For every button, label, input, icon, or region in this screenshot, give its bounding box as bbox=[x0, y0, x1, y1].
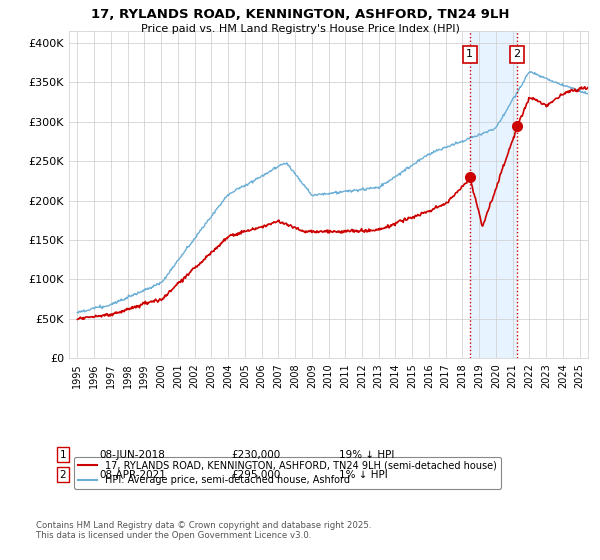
Text: Price paid vs. HM Land Registry's House Price Index (HPI): Price paid vs. HM Land Registry's House … bbox=[140, 24, 460, 34]
Text: 2: 2 bbox=[59, 470, 67, 480]
Text: 08-APR-2021: 08-APR-2021 bbox=[99, 470, 166, 480]
Legend: 17, RYLANDS ROAD, KENNINGTON, ASHFORD, TN24 9LH (semi-detached house), HPI: Aver: 17, RYLANDS ROAD, KENNINGTON, ASHFORD, T… bbox=[74, 456, 501, 489]
Text: 08-JUN-2018: 08-JUN-2018 bbox=[99, 450, 165, 460]
Text: £295,000: £295,000 bbox=[231, 470, 280, 480]
Text: 2: 2 bbox=[514, 49, 521, 59]
Text: £230,000: £230,000 bbox=[231, 450, 280, 460]
Text: 1: 1 bbox=[466, 49, 473, 59]
Text: 1: 1 bbox=[59, 450, 67, 460]
Bar bbox=[470, 31, 517, 358]
Text: Contains HM Land Registry data © Crown copyright and database right 2025.
This d: Contains HM Land Registry data © Crown c… bbox=[36, 521, 371, 540]
Text: 17, RYLANDS ROAD, KENNINGTON, ASHFORD, TN24 9LH: 17, RYLANDS ROAD, KENNINGTON, ASHFORD, T… bbox=[91, 8, 509, 21]
Text: 1% ↓ HPI: 1% ↓ HPI bbox=[339, 470, 388, 480]
Text: 19% ↓ HPI: 19% ↓ HPI bbox=[339, 450, 394, 460]
